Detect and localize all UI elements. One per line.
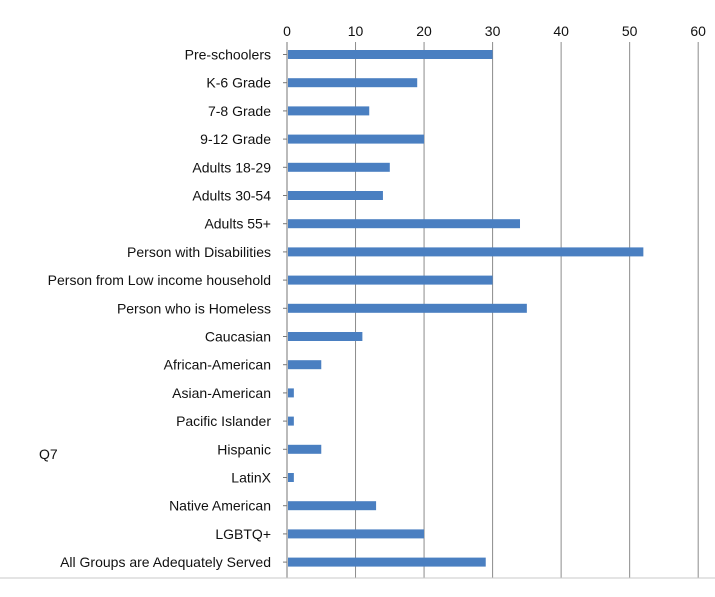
x-tick-label-40: 40 (553, 23, 569, 39)
bar-pre-schoolers (288, 50, 493, 59)
category-label: All Groups are Adequately Served (60, 554, 271, 570)
x-tick-label-10: 10 (348, 23, 364, 39)
bar-k-6-grade (288, 78, 418, 88)
bar-person-who-is-homeless (288, 303, 527, 313)
bar-adults-55 (288, 219, 521, 229)
x-tick-label-60: 60 (690, 23, 706, 39)
category-label: Pacific Islander (176, 413, 271, 429)
bar-all-groups-are-adequately-served (288, 557, 486, 567)
category-label: Person who is Homeless (117, 300, 271, 316)
category-label: Adults 18-29 (192, 159, 271, 175)
side-label: Q7 (39, 446, 58, 462)
x-tick-label-30: 30 (485, 23, 501, 39)
bar-asian-american (288, 388, 294, 398)
x-tick-label-0: 0 (283, 23, 291, 39)
bar-caucasian (288, 332, 363, 341)
category-label: 7-8 Grade (208, 103, 271, 119)
category-label: Person from Low income household (48, 272, 271, 288)
x-axis-ticks: 0 10 20 30 40 50 60 (283, 23, 706, 39)
x-tick-label-20: 20 (416, 23, 432, 39)
bar-african-american (288, 360, 322, 370)
bar-lgbtq (288, 529, 425, 539)
bar-pacific-islander (288, 416, 294, 426)
bar-7-8-grade (288, 106, 370, 116)
category-label: Pre-schoolers (185, 47, 271, 63)
category-label: Adults 30-54 (192, 188, 271, 204)
category-label: Native American (169, 498, 271, 514)
bars (288, 50, 644, 567)
bar-hispanic (288, 444, 322, 454)
category-label: Caucasian (205, 329, 271, 345)
bar-adults-30-54 (288, 191, 383, 200)
bar-native-american (288, 501, 377, 511)
category-label: Asian-American (172, 385, 271, 401)
category-label: African-American (164, 357, 271, 373)
category-label: Person with Disabilities (127, 244, 271, 260)
category-label: LGBTQ+ (215, 526, 271, 542)
bar-latinx (288, 473, 294, 482)
category-label: K-6 Grade (206, 75, 271, 91)
category-label: Hispanic (217, 441, 271, 457)
category-labels: Pre-schoolers K-6 Grade 7-8 Grade 9-12 Grad… (48, 47, 287, 570)
category-label: LatinX (231, 470, 271, 486)
x-tick-label-50: 50 (622, 23, 638, 39)
category-label: 9-12 Grade (200, 131, 271, 147)
bar-person-with-disabilities (288, 247, 644, 257)
bar-9-12-grade (288, 134, 425, 144)
bar-person-from-low-income-household (288, 275, 493, 285)
bar-adults-18-29 (288, 162, 390, 172)
category-label: Adults 55+ (204, 216, 271, 232)
